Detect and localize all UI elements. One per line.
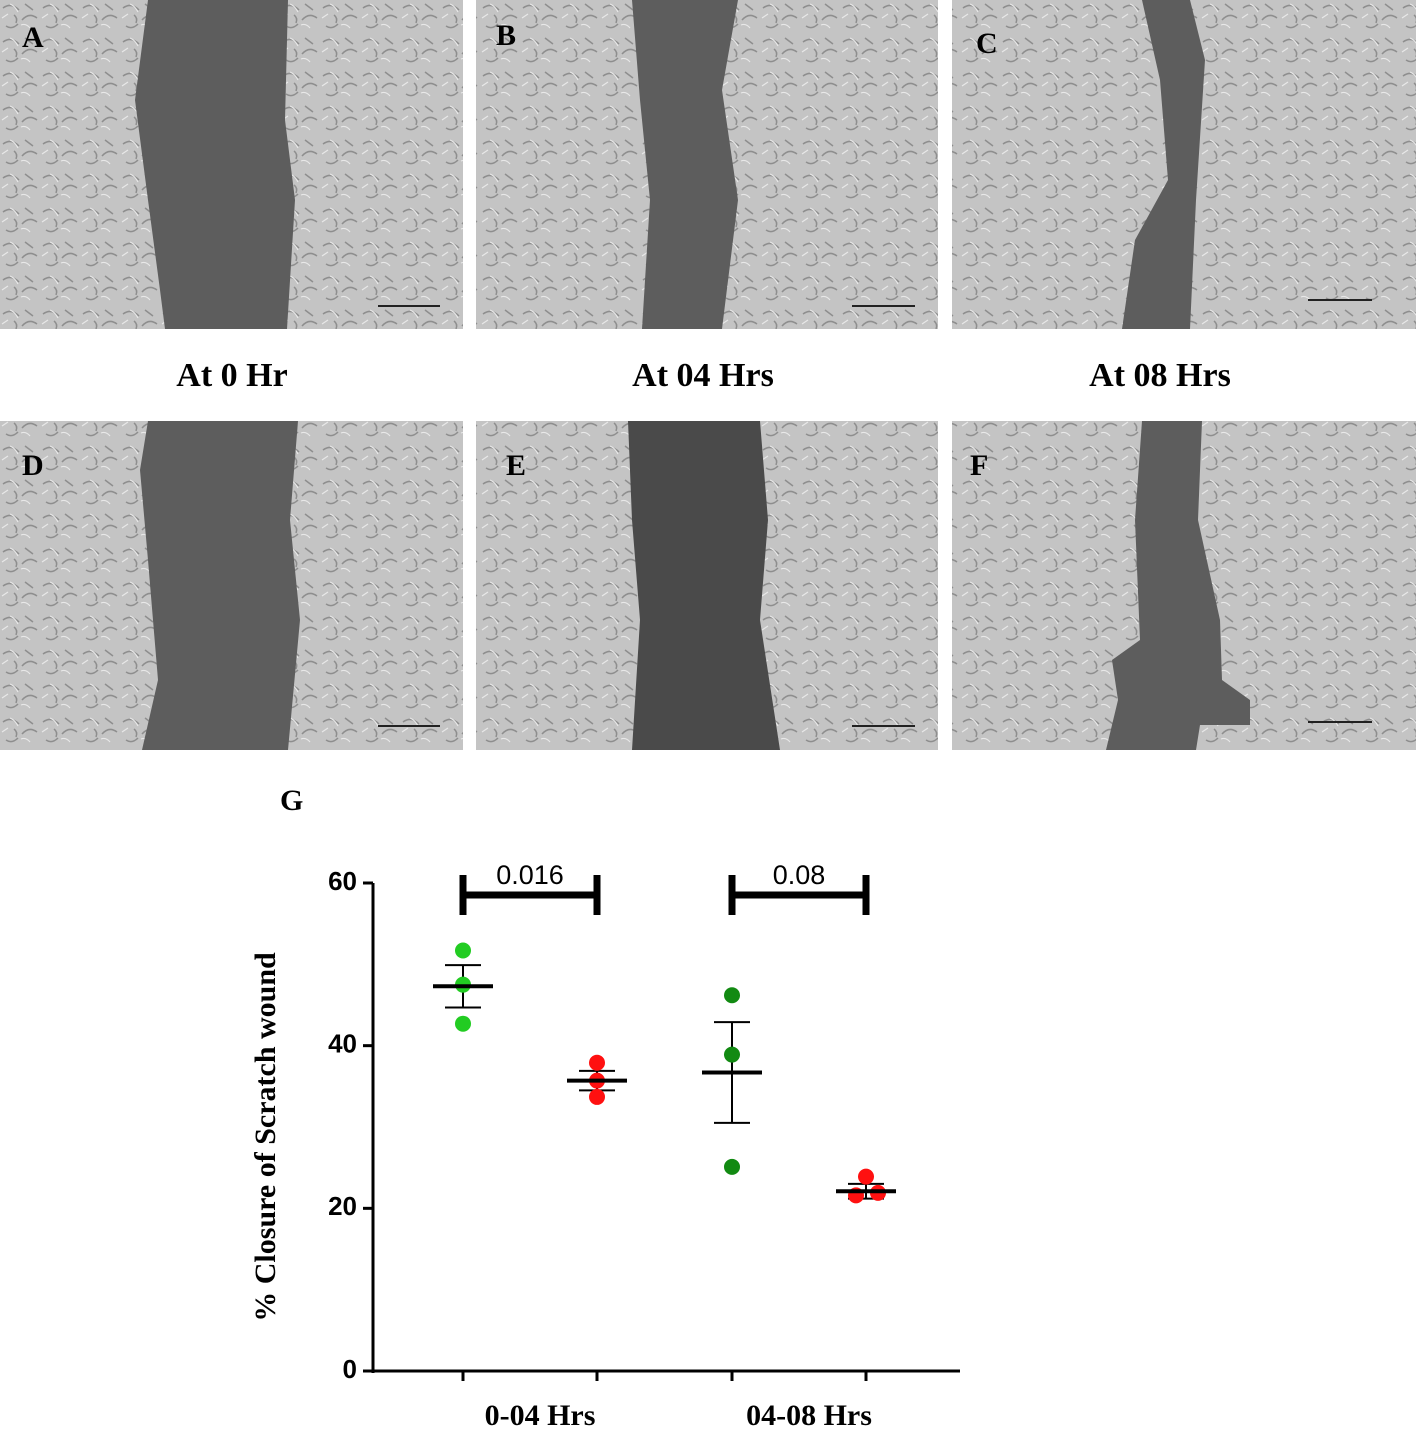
time-label: At 04 Hrs [632, 357, 774, 394]
micrographs [0, 0, 1416, 750]
data-point [724, 1158, 740, 1175]
panel-label: G [280, 784, 303, 817]
scratch-gap [1122, 0, 1205, 329]
y-tick-label: 40 [328, 1029, 357, 1059]
x-tick-label: 04-08 Hrs [746, 1399, 872, 1432]
panel-label: E [506, 449, 526, 482]
y-tick-label: 0 [343, 1354, 357, 1384]
data-point [724, 987, 740, 1004]
significance-bracket [459, 875, 601, 915]
y-tick-label: 20 [328, 1191, 357, 1221]
data-point [589, 1054, 605, 1071]
scratch-gap [140, 421, 300, 750]
scale-bars [378, 299, 1372, 727]
panel-label: F [970, 449, 988, 482]
scratch-gap [1106, 421, 1250, 750]
data-point [455, 942, 471, 959]
time-label: At 08 Hrs [1089, 357, 1231, 394]
panel-label: B [496, 19, 516, 52]
p-value: 0.016 [496, 860, 564, 890]
data-point [455, 1015, 471, 1032]
significance-bracket [728, 875, 870, 915]
scratch-gap [628, 421, 780, 750]
y-axis-label: % Closure of Scratch wound [249, 952, 282, 1322]
x-tick-label: 0-04 Hrs [485, 1399, 596, 1432]
data-point [858, 1168, 874, 1185]
panel-label: A [22, 21, 44, 54]
scratch-gap [632, 0, 738, 329]
y-tick-label: 60 [328, 866, 357, 896]
panel-label: D [22, 449, 44, 482]
scratch-gap [135, 0, 295, 329]
data-point [589, 1088, 605, 1105]
data-point [724, 1046, 740, 1063]
p-value: 0.08 [773, 860, 826, 890]
panel-label: C [976, 27, 998, 60]
time-label: At 0 Hr [176, 357, 287, 394]
